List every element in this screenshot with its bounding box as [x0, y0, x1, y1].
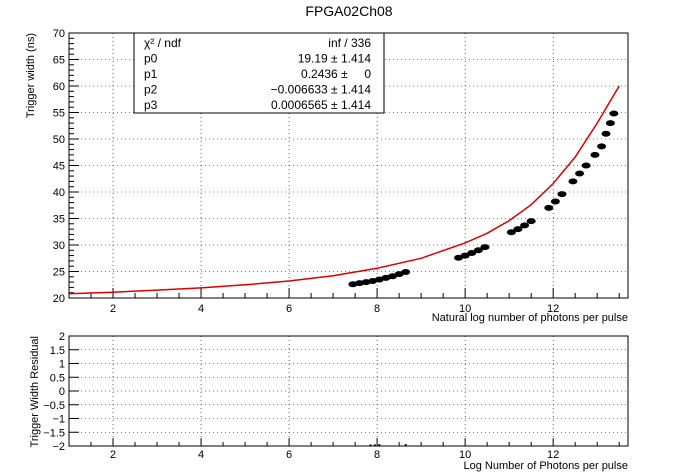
- top-ytick-label: 35: [53, 214, 65, 226]
- bottom-ytick-label: 0: [59, 386, 65, 398]
- top-ytick-label: 60: [53, 81, 65, 93]
- bottom-data-point: [373, 444, 376, 447]
- top-xtick-label: 10: [459, 303, 471, 315]
- stats-param-name: χ² / ndf: [144, 36, 182, 50]
- top-xticks: 2 4 6 8 10 12: [90, 288, 620, 315]
- top-data-point: [609, 110, 619, 117]
- stats-param-name: p1: [144, 67, 158, 81]
- top-data-point: [526, 218, 536, 225]
- top-xtick-label: 6: [286, 303, 292, 315]
- bottom-xtick-label: 2: [110, 449, 116, 461]
- chart-title: FPGA02Ch08: [305, 3, 393, 19]
- top-ytick-label: 65: [53, 55, 65, 67]
- top-ytick-label: 45: [53, 161, 65, 173]
- top-xlabel: Natural log number of photons per pulse: [432, 312, 628, 324]
- bottom-ytick-label: −2: [52, 441, 65, 453]
- bottom-data-point: [404, 444, 407, 447]
- top-data-point: [590, 151, 600, 158]
- top-data-point: [460, 252, 470, 259]
- bottom-ytick-label: 1.5: [50, 345, 65, 357]
- fit-curve: [68, 85, 620, 295]
- top-data-point: [467, 249, 477, 256]
- top-data-point: [575, 170, 585, 177]
- bottom-ytick-label: −0.5: [43, 400, 65, 412]
- bottom-ytick-label: 1: [59, 359, 65, 371]
- top-data-point: [480, 244, 490, 251]
- top-ytick-label: 40: [53, 187, 65, 199]
- bottom-xtick-label: 6: [286, 449, 292, 461]
- top-data-point: [544, 204, 554, 211]
- top-xtick-label: 2: [110, 303, 116, 315]
- top-ylabel: Trigger width (ns): [25, 33, 37, 118]
- bottom-xtick-label: 10: [459, 449, 471, 461]
- bottom-ylabel: Trigger Width Residual: [29, 336, 41, 447]
- bottom-xlabel: Log Number of Photons per pulse: [464, 460, 629, 472]
- bottom-grid: [69, 336, 628, 446]
- top-ytick-label: 55: [53, 108, 65, 120]
- bottom-xtick-label: 4: [198, 449, 204, 461]
- top-data-point: [513, 226, 523, 233]
- bottom-xticks: 2 4 6 8 10 12: [90, 438, 620, 461]
- stats-param-name: p3: [144, 98, 158, 112]
- top-yticks: 20 25 30 35 40 45 50 55 60 65 70: [53, 28, 79, 305]
- bottom-ytick-label: 2: [59, 331, 65, 343]
- top-data-point: [520, 222, 530, 229]
- top-data-point: [506, 229, 516, 236]
- bottom-data-points: [369, 444, 407, 447]
- top-data-point: [601, 130, 611, 137]
- bottom-xtick-label: 12: [547, 449, 559, 461]
- stats-param-value: 0.0006565 ± 1.414: [271, 98, 371, 112]
- bottom-plot-frame: [68, 335, 629, 447]
- top-data-point: [605, 120, 615, 127]
- top-data-point: [557, 191, 567, 198]
- stats-param-value: inf / 336: [328, 36, 371, 50]
- bottom-data-point: [369, 444, 372, 447]
- bottom-xtick-label: 8: [374, 449, 380, 461]
- top-data-points: [348, 110, 619, 288]
- stats-rows: χ² / ndf inf / 336 p0 19.19 ± 1.414 p1 0.2436…: [144, 36, 371, 112]
- top-ytick-label: 25: [53, 267, 65, 279]
- bottom-ytick-label: 0.5: [50, 372, 65, 384]
- top-ytick-label: 70: [53, 28, 65, 40]
- top-data-point: [597, 143, 607, 150]
- stats-param-name: p0: [144, 52, 158, 66]
- stats-param-value: 0.2436 ± 0: [301, 67, 371, 81]
- bottom-ytick-label: −1: [52, 414, 65, 426]
- stats-box-frame: [133, 32, 385, 114]
- bottom-yticks: −2 −1.5−1 −0.5 0 0.51 1.5 2: [43, 331, 79, 453]
- top-ytick-label: 30: [53, 240, 65, 252]
- top-data-point: [568, 178, 578, 185]
- stats-param-value: −0.006633 ± 1.414: [271, 83, 372, 97]
- top-data-point: [581, 162, 591, 169]
- stats-box: χ² / ndf inf / 336 p0 19.19 ± 1.414 p1 0.2436…: [133, 32, 385, 114]
- stats-param-name: p2: [144, 83, 158, 97]
- top-data-point: [401, 269, 411, 276]
- top-xtick-label: 8: [374, 303, 380, 315]
- top-data-point: [550, 198, 560, 205]
- top-ytick-label: 50: [53, 134, 65, 146]
- stats-param-value: 19.19 ± 1.414: [298, 52, 372, 66]
- top-xtick-label: 12: [547, 303, 559, 315]
- bottom-data-point: [378, 444, 381, 447]
- top-ytick-label: 20: [53, 293, 65, 305]
- top-data-point: [473, 247, 483, 254]
- bottom-ytick-label: −1.5: [43, 427, 65, 439]
- top-xtick-label: 4: [198, 303, 204, 315]
